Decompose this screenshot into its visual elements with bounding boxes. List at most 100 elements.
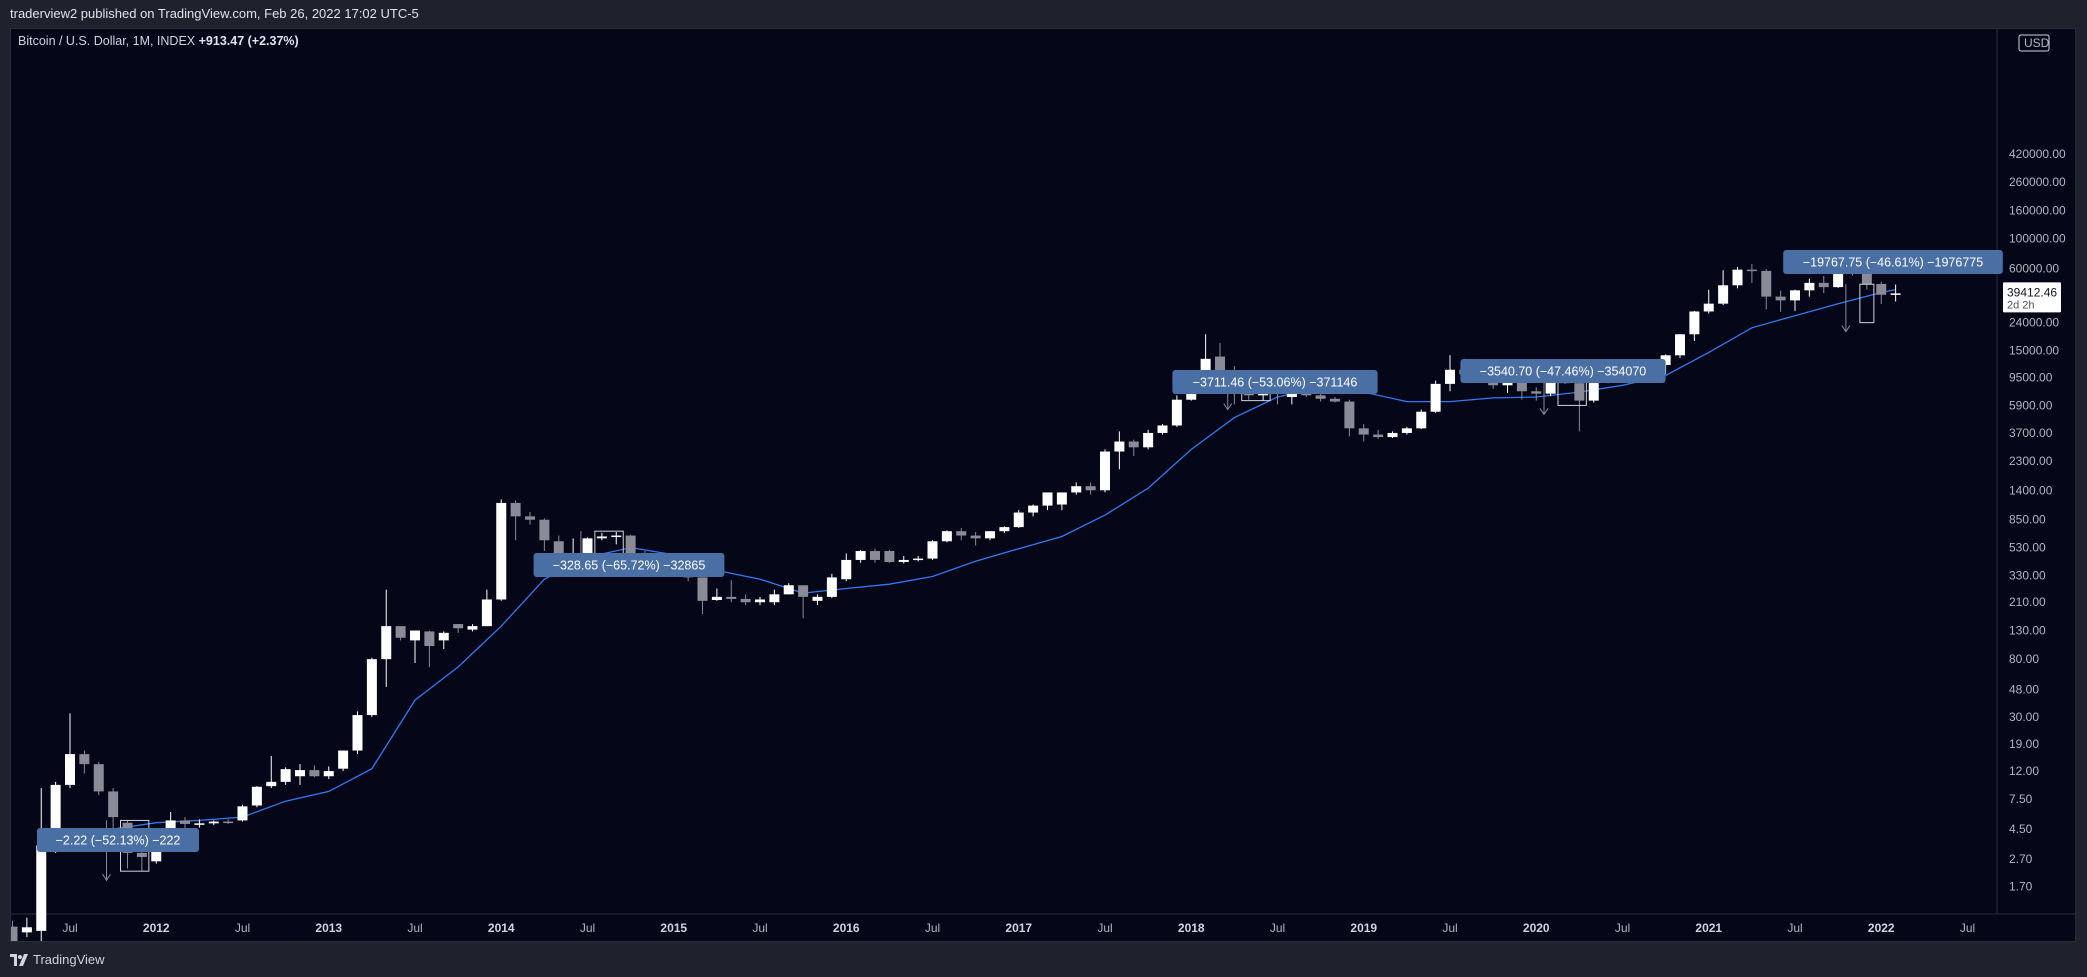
bear-candle[interactable] — [180, 820, 190, 824]
bear-candle[interactable] — [625, 535, 636, 554]
bear-candle[interactable] — [539, 519, 550, 541]
bull-candle[interactable] — [999, 527, 1010, 532]
bear-candle[interactable] — [1775, 296, 1786, 301]
bear-candle[interactable] — [1330, 398, 1340, 402]
bull-candle[interactable] — [194, 823, 205, 825]
bull-candle[interactable] — [1890, 293, 1901, 295]
bull-candle[interactable] — [251, 786, 262, 806]
bull-candle[interactable] — [1200, 358, 1211, 376]
bear-candle[interactable] — [108, 791, 119, 818]
bull-candle[interactable] — [1689, 311, 1700, 335]
bull-candle[interactable] — [898, 559, 909, 563]
bull-candle[interactable] — [1703, 303, 1714, 312]
bear-candle[interactable] — [1516, 379, 1527, 392]
bull-candle[interactable] — [1114, 441, 1125, 452]
bull-candle[interactable] — [280, 769, 291, 782]
bear-candle[interactable] — [1574, 383, 1585, 401]
bull-candle[interactable] — [769, 594, 780, 603]
bear-candle[interactable] — [1085, 486, 1096, 491]
bull-candle[interactable] — [438, 632, 449, 641]
bear-candle[interactable] — [970, 535, 981, 539]
bull-candle[interactable] — [1157, 425, 1168, 433]
bear-candle[interactable] — [395, 626, 406, 638]
bull-candle[interactable] — [1171, 399, 1182, 426]
bull-candle[interactable] — [208, 821, 219, 824]
bull-candle[interactable] — [941, 531, 952, 542]
bull-candle[interactable] — [1430, 383, 1441, 412]
bull-candle[interactable] — [1143, 432, 1154, 448]
bull-candle[interactable] — [1545, 377, 1556, 394]
bull-candle[interactable] — [596, 536, 607, 539]
bear-candle[interactable] — [1215, 356, 1225, 374]
bull-candle[interactable] — [1732, 269, 1743, 286]
bull-candle[interactable] — [1445, 369, 1455, 384]
bull-candle[interactable] — [1401, 428, 1412, 433]
bull-candle[interactable] — [295, 770, 305, 777]
bull-candle[interactable] — [50, 784, 61, 848]
bear-candle[interactable] — [956, 531, 967, 536]
bear-candle[interactable] — [740, 598, 751, 603]
bull-candle[interactable] — [1028, 505, 1039, 513]
bear-candle[interactable] — [1344, 401, 1355, 429]
bear-candle[interactable] — [525, 516, 535, 520]
bull-candle[interactable] — [927, 541, 938, 559]
bear-candle[interactable] — [553, 541, 564, 554]
bear-candle[interactable] — [870, 551, 880, 560]
bull-candle[interactable] — [1100, 451, 1110, 491]
bull-candle[interactable] — [381, 626, 392, 660]
bull-candle[interactable] — [755, 599, 765, 603]
bull-candle[interactable] — [496, 502, 507, 600]
bear-candle[interactable] — [136, 852, 147, 857]
drawdown-label-box[interactable] — [1172, 370, 1378, 394]
bull-candle[interactable] — [1790, 290, 1800, 301]
bear-candle[interactable] — [93, 764, 104, 792]
bull-candle[interactable] — [1071, 486, 1082, 493]
bull-candle[interactable] — [21, 927, 32, 933]
bear-candle[interactable] — [1531, 391, 1542, 394]
bear-candle[interactable] — [884, 551, 895, 563]
bear-candle[interactable] — [726, 596, 737, 599]
bear-candle[interactable] — [1761, 270, 1772, 297]
bear-candle[interactable] — [223, 821, 234, 824]
bull-candle[interactable] — [467, 626, 478, 630]
bull-candle[interactable] — [711, 596, 722, 601]
bull-candle[interactable] — [266, 781, 277, 787]
bull-candle[interactable] — [812, 596, 823, 601]
bull-candle[interactable] — [323, 771, 334, 777]
bear-candle[interactable] — [453, 624, 464, 629]
bear-candle[interactable] — [1358, 428, 1369, 435]
drawdown-label-box[interactable] — [533, 553, 725, 577]
bear-candle[interactable] — [309, 770, 320, 777]
bull-candle[interactable] — [1588, 377, 1599, 401]
bull-candle[interactable] — [481, 599, 492, 627]
bear-candle[interactable] — [1818, 282, 1829, 288]
bull-candle[interactable] — [985, 531, 995, 539]
bull-candle[interactable] — [1833, 267, 1844, 288]
bull-candle[interactable] — [352, 715, 363, 751]
bear-candle[interactable] — [1746, 269, 1757, 272]
bear-candle[interactable] — [1861, 271, 1872, 284]
currency-badge[interactable] — [2018, 34, 2050, 52]
bull-candle[interactable] — [1416, 411, 1427, 429]
bull-candle[interactable] — [1660, 355, 1671, 366]
bull-candle[interactable] — [913, 558, 924, 561]
bull-candle[interactable] — [841, 559, 852, 580]
bull-candle[interactable] — [1013, 512, 1024, 528]
current-price-marker[interactable] — [2003, 282, 2061, 313]
drawdown-label-box[interactable] — [1460, 359, 1666, 383]
bear-candle[interactable] — [1876, 283, 1887, 295]
bear-candle[interactable] — [1373, 434, 1384, 438]
bull-candle[interactable] — [855, 551, 866, 560]
chart-area[interactable]: 420000.00 260000.00 160000.00 100000.00 6000… — [10, 28, 2076, 942]
bear-candle[interactable] — [1128, 441, 1139, 448]
bull-candle[interactable] — [1675, 334, 1685, 356]
bear-candle[interactable] — [798, 585, 809, 597]
bull-candle[interactable] — [36, 845, 47, 931]
bull-candle[interactable] — [1804, 282, 1815, 291]
bear-candle[interactable] — [510, 502, 521, 517]
bear-candle[interactable] — [697, 577, 708, 601]
bull-candle[interactable] — [65, 754, 75, 785]
bull-candle[interactable] — [366, 659, 377, 716]
bull-candle[interactable] — [611, 535, 622, 538]
bull-candle[interactable] — [410, 630, 420, 641]
